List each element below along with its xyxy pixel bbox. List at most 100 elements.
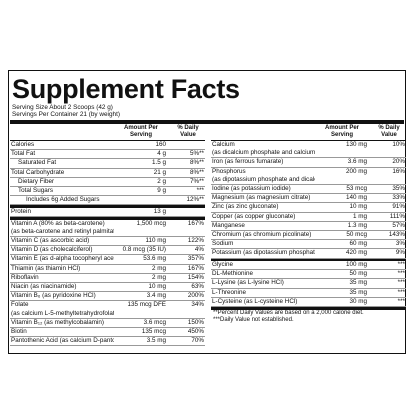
amount: 420 mg [345, 249, 367, 257]
left-column: Amount Per Serving % Daily Value Calories 1… [10, 124, 205, 347]
daily-value: 357% [187, 255, 204, 263]
nutrient-name-cell: Protein [10, 208, 114, 216]
nutrient-row: Vitamin B₆ (as pyridoxine HCl) 3.4 mg 200% [10, 292, 205, 302]
amount: 2 mg [152, 264, 166, 272]
nutrient-row: Manganese 1.3 mg 57% [211, 222, 406, 231]
nutrient-name: Vitamin D (as cholecalciferol) [11, 246, 93, 254]
nutrient-name-cell: Total Fat [10, 150, 114, 158]
daily-value: 7%** [189, 177, 204, 185]
nutrient-name-cell: Iron (as ferrous fumarate) [211, 158, 315, 166]
nutrient-row: Protein 13 g [10, 208, 205, 218]
amount: 1,500 mcg [136, 219, 166, 227]
nutrient-name-cell: Thiamin (as thiamin HCl) [10, 265, 114, 273]
nutrient-name-cell: Vitamin C (as ascorbic acid) [10, 237, 114, 245]
amount: 135 mcg DFE [127, 301, 167, 309]
amount: 10 mg [148, 282, 166, 290]
right-column: Amount Per Serving% Daily Value Calcium (a… [211, 124, 406, 346]
nutrient-source: (as beta-carotene and retinyl palmitate) [11, 227, 114, 235]
nutrient-row: L-Lysine (as L-lysine HCl) 35 mg *** [211, 279, 406, 289]
nutrient-name: Saturated Fat [18, 159, 57, 167]
nutrient-row: Vitamin C (as ascorbic acid) 110 mg 122% [10, 236, 205, 247]
daily-value: 167% [187, 219, 204, 227]
daily-value: 10% [392, 140, 405, 148]
amount: 3.6 mg [347, 158, 367, 166]
nutrient-name-cell: Magnesium (as magnesium citrate) [211, 194, 315, 202]
daily-value: 9% [395, 249, 405, 257]
dv-header: % Daily Value [177, 124, 199, 138]
amount: 3.5 mg [146, 337, 166, 345]
nutrient-row: Calories 160 [10, 141, 205, 151]
nutrient-name: Calcium [212, 140, 235, 148]
nutrient-name: Zinc (as zinc gluconate) [212, 203, 279, 211]
nutrient-name-cell: Saturated Fat [10, 159, 114, 167]
nutrient-name: Sodium [212, 240, 234, 248]
nutrient-row: Vitamin E (as d-alpha tocopheryl acetate… [10, 255, 205, 265]
daily-value: 91% [392, 203, 405, 211]
nutrient-row: Niacin (as niacinamide) 10 mg 63% [10, 282, 205, 293]
nutrient-row: Calcium (as dicalcium phosphate and calci… [211, 140, 406, 159]
nutrient-row: Magnesium (as magnesium citrate) 140 mg 33… [211, 194, 406, 204]
nutrient-name: Thiamin (as thiamin HCl) [11, 264, 81, 272]
nutrient-row: Vitamin D (as cholecalciferol) 0.8 mcg (3… [10, 246, 205, 256]
amount: 4 g [157, 150, 166, 158]
nutrient-name-cell: Vitamin B₁₂ (as methylcobalamin) [10, 319, 114, 327]
nutrient-name: Vitamin A (80% as beta-carotene) [11, 219, 105, 227]
daily-value: 150% [187, 318, 204, 326]
nutrient-row: Total Carbohydrate 21 g 8%** [10, 169, 205, 178]
daily-value: *** [397, 270, 405, 278]
nutrient-row: Potassium (as dipotassium phosphate) 420 … [211, 249, 406, 259]
group-divider [211, 258, 406, 262]
serving-size: Serving Size About 2 Scoops (42 g) [12, 104, 113, 111]
daily-value: 154% [187, 273, 204, 281]
daily-value: 200% [187, 292, 204, 300]
daily-value: 3% [395, 240, 405, 248]
daily-value: 20% [392, 158, 405, 166]
nutrient-row: Biotin 135 mcg 450% [10, 328, 205, 338]
nutrient-name: Iodine (as potassium iodide) [212, 184, 291, 192]
amount: 50 mg [349, 270, 367, 278]
nutrient-name-cell: Total Carbohydrate [10, 169, 114, 177]
daily-value [170, 141, 205, 149]
group-divider [10, 205, 205, 208]
daily-value: *** [397, 297, 405, 305]
nutrient-row: Folate (as calcium L-5-methyltetrahydrofo… [10, 301, 205, 319]
nutrient-row: L-Cysteine (as L-cysteine HCl) 30 mg *** [211, 297, 406, 308]
nutrient-row: Zinc (as zinc gluconate) 10 mg 91% [211, 203, 406, 213]
nutrient-name-cell: L-Threonine [211, 289, 315, 297]
daily-value: 63% [191, 282, 204, 290]
nutrient-name: Includes 6g Added Sugars [26, 196, 100, 204]
amount: 53.6 mg [143, 255, 166, 263]
nutrient-source: (as dicalcium phosphate and calcium citr… [212, 149, 315, 157]
nutrient-name-cell: Calories [10, 141, 114, 149]
amount: 100 mg [345, 261, 367, 269]
nutrient-name: Phosphorus [212, 167, 246, 175]
nutrient-name-cell: Chromium (as chromium picolinate) [211, 231, 315, 239]
daily-value: 122% [187, 236, 204, 244]
nutrient-name: Iron (as ferrous fumarate) [212, 158, 284, 166]
nutrient-name: Potassium (as dipotassium phosphate) [212, 249, 315, 257]
nutrient-name: Vitamin E (as d-alpha tocopheryl acetate… [11, 255, 114, 263]
nutrient-name: Vitamin C (as ascorbic acid) [11, 236, 90, 244]
amount: 0.8 mcg (35 IU) [122, 246, 166, 254]
nutrient-name: L-Threonine [212, 288, 246, 296]
column-header: Amount Per Serving % Daily Value [10, 124, 205, 141]
nutrient-row: Total Fat 4 g 5%** [10, 150, 205, 160]
nutrient-name: L-Cysteine (as L-cysteine HCl) [212, 297, 298, 305]
nutrient-name: Total Carbohydrate [11, 168, 65, 176]
daily-value: 4% [194, 246, 204, 254]
nutrient-name: Total Fat [11, 150, 36, 158]
nutrient-name-cell: Calcium (as dicalcium phosphate and calci… [211, 141, 315, 157]
nutrient-name: Manganese [212, 221, 245, 229]
nutrient-name: Protein [11, 207, 31, 215]
nutrient-name: Vitamin B₆ (as pyridoxine HCl) [11, 292, 96, 300]
nutrient-row: Dietary Fiber 2 g 7%** [10, 178, 205, 187]
nutrient-name: Total Sugars [18, 186, 54, 194]
nutrient-row: Vitamin A (80% as beta-carotene) (as beta… [10, 220, 205, 237]
nutrient-name-cell: Iodine (as potassium iodide) [211, 185, 315, 193]
nutrient-name-cell: Vitamin A (80% as beta-carotene) (as beta… [10, 220, 114, 236]
nutrient-name: Vitamin B₁₂ (as methylcobalamin) [11, 318, 104, 326]
daily-value: 57% [392, 221, 405, 229]
nutrient-row: Vitamin B₁₂ (as methylcobalamin) 3.6 mcg 1… [10, 319, 205, 328]
nutrient-name-cell: DL-Methionine [211, 270, 315, 278]
footnote: **Percent Daily Values are based on a 2,… [213, 309, 364, 316]
